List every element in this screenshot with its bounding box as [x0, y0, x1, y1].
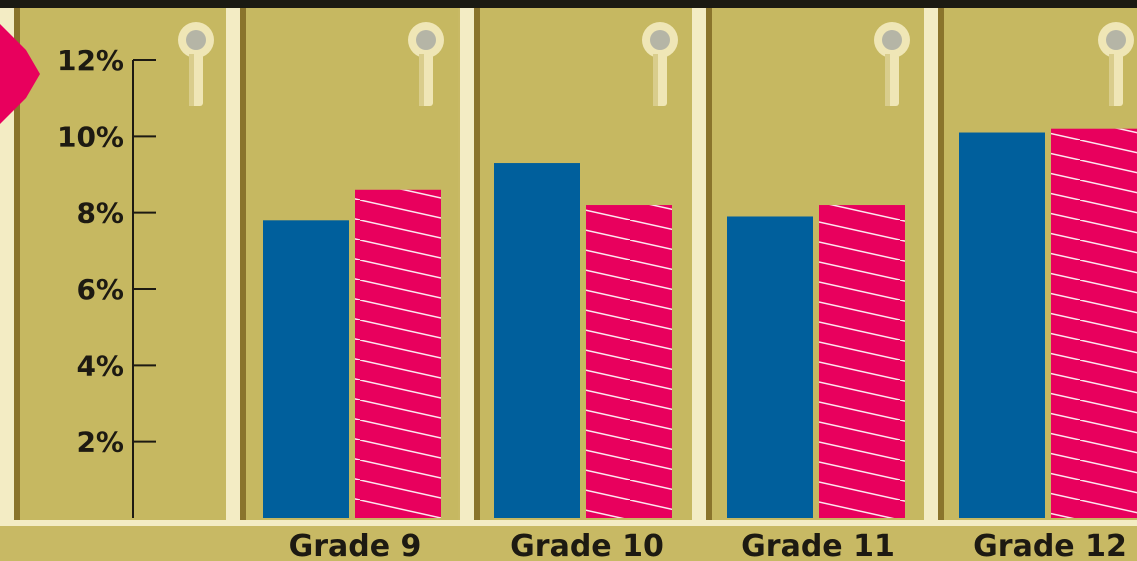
bar-series-b: [586, 205, 672, 519]
keyhole-icon: [874, 22, 910, 106]
locker-gap: [226, 8, 240, 520]
y-tick-label: 6%: [76, 273, 124, 306]
top-dark-band: [0, 0, 1137, 8]
keyhole-slot-shade: [885, 54, 890, 106]
bar-series-b-hatch: [355, 189, 441, 518]
locker-frame-edge: [240, 8, 246, 520]
keyhole-slot-shade: [653, 54, 658, 106]
locker-frame-edge: [14, 8, 20, 520]
locker-frame-edge: [938, 8, 944, 520]
keyhole-slot-shade: [419, 54, 424, 106]
y-tick-label: 8%: [76, 197, 124, 230]
y-tick-label: 12%: [57, 44, 124, 77]
keyhole-center: [416, 30, 436, 50]
bar-series-a: [494, 163, 580, 519]
category-label: Grade 12: [973, 529, 1127, 561]
y-axis: 2% 4% 6% 8% 10% 12%: [57, 44, 156, 518]
bars: [263, 128, 1137, 519]
keyhole-center: [186, 30, 206, 50]
locker-frame-edge: [706, 8, 712, 520]
keyhole-icon: [1098, 22, 1134, 106]
locker-frame-edge: [474, 8, 480, 520]
keyhole-icon: [408, 22, 444, 106]
bar-series-b: [355, 189, 441, 518]
bar-series-a: [959, 132, 1045, 518]
bar-series-a: [263, 220, 349, 519]
keyhole-icon: [642, 22, 678, 106]
category-label: Grade 9: [289, 529, 422, 561]
category-labels: Grade 9 Grade 10 Grade 11 Grade 12: [289, 529, 1127, 561]
bottom-gap-line: [0, 520, 1137, 526]
bar-series-a: [727, 216, 813, 518]
bar-series-b: [1051, 128, 1137, 518]
y-tick-label: 4%: [76, 349, 124, 382]
category-label: Grade 11: [741, 529, 895, 561]
y-tick-label: 2%: [76, 426, 124, 459]
locker-gap: [924, 8, 938, 520]
keyhole-slot-shade: [1109, 54, 1114, 106]
bar-series-b-hatch: [586, 205, 672, 519]
keyhole-center: [882, 30, 902, 50]
pink-tab-icon: [0, 24, 40, 124]
keyhole-slot-shade: [189, 54, 194, 106]
locker-gap: [692, 8, 706, 520]
locker-gap: [0, 8, 14, 520]
keyhole-icon: [178, 22, 214, 106]
category-label: Grade 10: [510, 529, 664, 561]
bar-series-b: [819, 205, 905, 519]
keyhole-center: [650, 30, 670, 50]
keyhole-center: [1106, 30, 1126, 50]
y-tick-label: 10%: [57, 120, 124, 153]
bar-series-b-hatch: [819, 205, 905, 519]
bar-series-b-hatch: [1051, 128, 1137, 518]
locker-gap: [460, 8, 474, 520]
